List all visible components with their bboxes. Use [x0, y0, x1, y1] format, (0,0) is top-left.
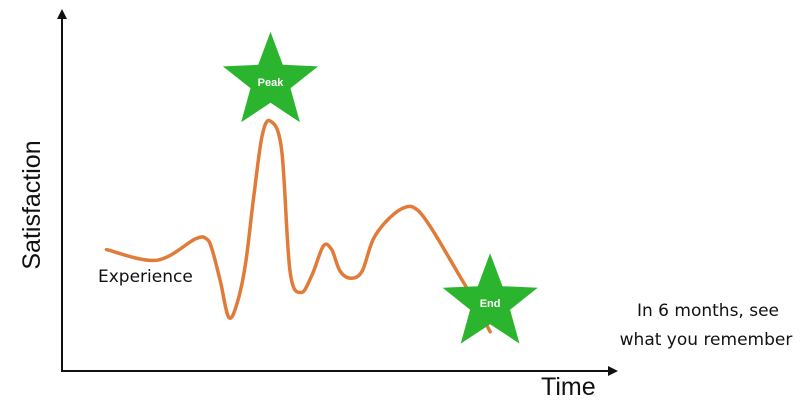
end-star-marker: End: [442, 253, 538, 344]
remember-note-line-1: In 6 months, see: [637, 301, 779, 321]
end-star: [442, 253, 538, 344]
end-star-label: End: [480, 298, 501, 310]
peak-star: [222, 31, 319, 123]
y-axis-arrow: [57, 9, 67, 19]
x-axis-label: Time: [541, 373, 596, 401]
experience-line: [104, 118, 492, 334]
x-axis-arrow: [608, 366, 618, 376]
peak-star-marker: Peak: [222, 31, 319, 123]
experience-label: Experience: [98, 267, 193, 287]
axes: [57, 9, 618, 376]
remember-note-line-2: what you remember: [620, 330, 793, 350]
y-axis-label: Satisfaction: [18, 140, 46, 269]
peak-star-label: Peak: [258, 77, 285, 89]
